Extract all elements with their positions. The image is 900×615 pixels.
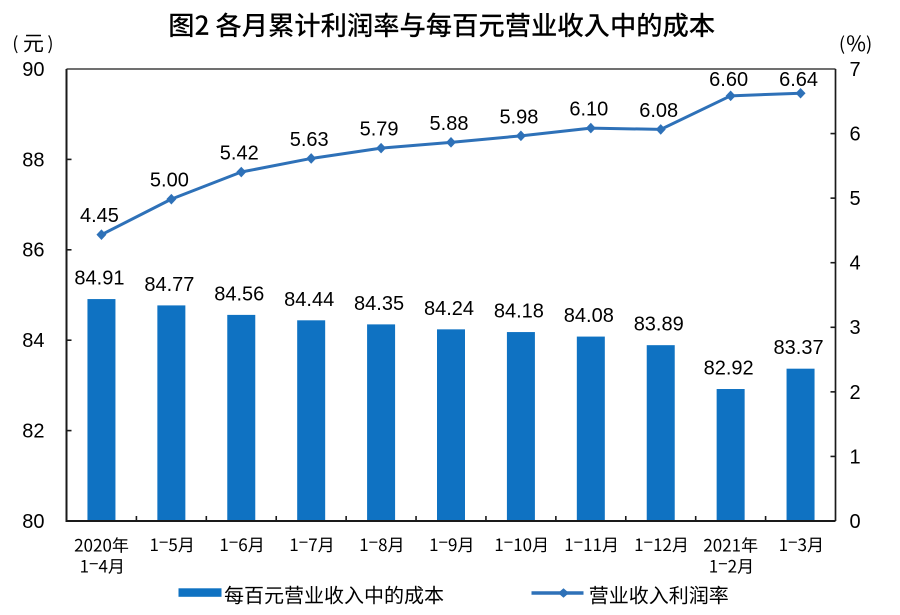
svg-text:7: 7 — [850, 59, 861, 81]
svg-text:1: 1 — [850, 446, 861, 468]
svg-text:6.64: 6.64 — [779, 69, 818, 91]
svg-text:84.56: 84.56 — [214, 283, 264, 305]
svg-text:4.45: 4.45 — [80, 205, 119, 227]
svg-text:3: 3 — [850, 317, 861, 339]
svg-text:2: 2 — [850, 382, 861, 404]
svg-text:84.77: 84.77 — [144, 274, 194, 296]
svg-text:88: 88 — [22, 149, 44, 171]
svg-text:84.44: 84.44 — [284, 289, 334, 311]
svg-text:4: 4 — [850, 253, 861, 275]
svg-text:86: 86 — [22, 240, 44, 262]
svg-text:6.08: 6.08 — [639, 100, 678, 122]
svg-text:84.24: 84.24 — [424, 298, 474, 320]
svg-text:5.42: 5.42 — [220, 143, 259, 165]
svg-text:82.92: 82.92 — [704, 358, 754, 380]
svg-text:5.00: 5.00 — [150, 170, 189, 192]
svg-text:6.10: 6.10 — [569, 99, 608, 121]
svg-text:6.60: 6.60 — [709, 69, 748, 91]
svg-text:6: 6 — [850, 123, 861, 145]
svg-text:5.63: 5.63 — [290, 129, 329, 151]
svg-text:84.08: 84.08 — [564, 305, 614, 327]
svg-text:5: 5 — [850, 188, 861, 210]
svg-text:84: 84 — [22, 330, 44, 352]
svg-text:90: 90 — [22, 59, 44, 81]
svg-text:82: 82 — [22, 421, 44, 443]
svg-text:5.88: 5.88 — [430, 113, 469, 135]
svg-text:0: 0 — [850, 511, 861, 533]
svg-text:83.37: 83.37 — [774, 337, 824, 359]
svg-text:84.91: 84.91 — [74, 268, 124, 290]
svg-text:5.98: 5.98 — [499, 106, 538, 128]
svg-text:83.89: 83.89 — [634, 314, 684, 336]
svg-text:84.35: 84.35 — [354, 293, 404, 315]
svg-text:5.79: 5.79 — [360, 119, 399, 141]
svg-text:84.18: 84.18 — [494, 301, 544, 323]
svg-text:80: 80 — [22, 511, 44, 533]
